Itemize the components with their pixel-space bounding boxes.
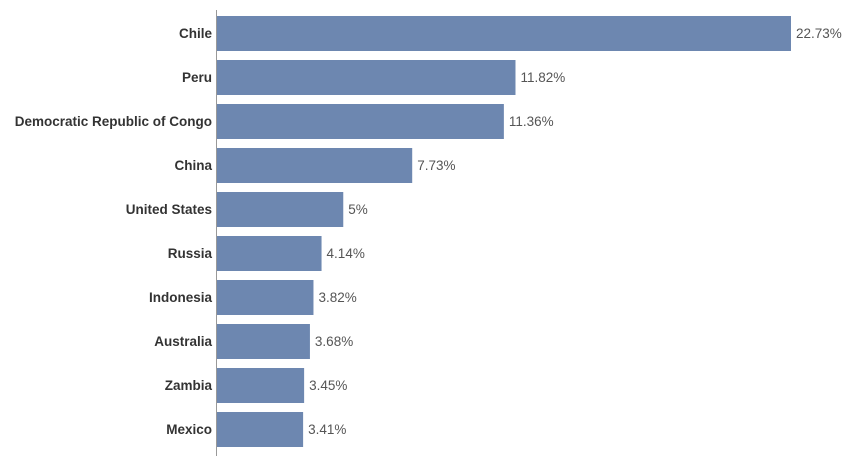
bar-russia (217, 236, 322, 271)
bar-indonesia (217, 280, 314, 315)
bar-zambia (217, 368, 305, 403)
category-label-china: China (174, 158, 212, 173)
category-label-mexico: Mexico (166, 422, 212, 437)
value-label-democratic-republic-of-congo: 11.36% (509, 114, 554, 129)
category-label-chile: Chile (179, 26, 212, 41)
bar-mexico (217, 412, 304, 447)
category-label-indonesia: Indonesia (149, 290, 213, 305)
bar-peru (217, 60, 516, 95)
bars-layer (217, 16, 791, 447)
value-label-china: 7.73% (417, 158, 455, 173)
value-label-peru: 11.82% (520, 70, 565, 85)
bar-china (217, 148, 413, 183)
value-label-russia: 4.14% (327, 246, 365, 261)
bar-chile (217, 16, 791, 51)
bar-united-states (217, 192, 344, 227)
category-label-australia: Australia (154, 334, 212, 349)
category-labels: Chile Peru Democratic Republic of Congo Chi… (15, 26, 213, 437)
category-label-peru: Peru (182, 70, 212, 85)
category-label-united-states: United States (126, 202, 212, 217)
value-label-mexico: 3.41% (308, 422, 346, 437)
value-label-indonesia: 3.82% (318, 290, 356, 305)
category-label-zambia: Zambia (165, 378, 213, 393)
value-label-chile: 22.73% (796, 26, 842, 41)
category-label-russia: Russia (168, 246, 213, 261)
bar-australia (217, 324, 310, 359)
value-label-zambia: 3.45% (309, 378, 347, 393)
category-label-democratic-republic-of-congo: Democratic Republic of Congo (15, 114, 212, 129)
value-labels: 22.73% 11.82% 11.36% 7.73% 5% 4.14% 3.82% 3.68%… (308, 26, 842, 437)
value-label-united-states: 5% (348, 202, 368, 217)
bar-democratic-republic-of-congo (217, 104, 504, 139)
value-label-australia: 3.68% (315, 334, 353, 349)
